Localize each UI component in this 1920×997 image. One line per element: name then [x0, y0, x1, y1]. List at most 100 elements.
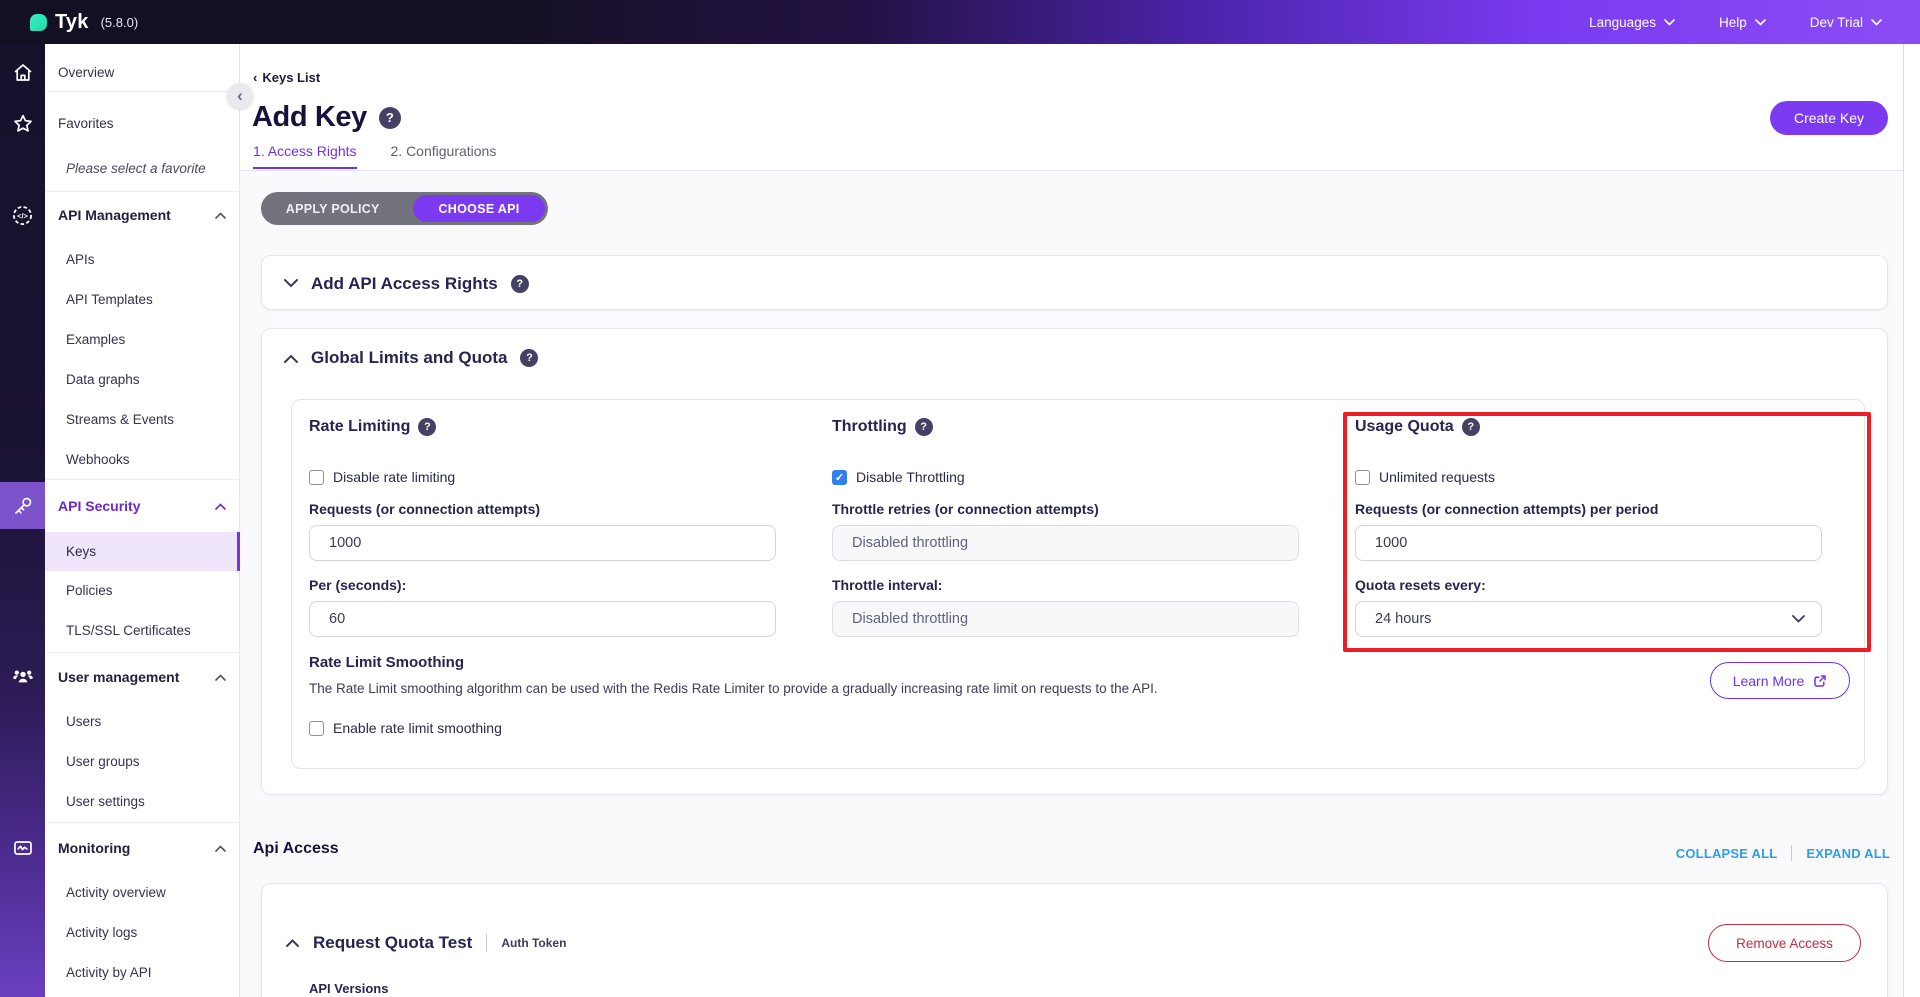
brand-version: (5.8.0): [100, 14, 139, 30]
throttle-retries-input: [832, 525, 1299, 561]
add-api-access-rights-header[interactable]: Add API Access Rights ?: [262, 256, 1887, 311]
sidebar: Overview Favorites Please select a favor…: [45, 44, 240, 997]
remove-access-button[interactable]: Remove Access: [1708, 924, 1861, 962]
chevron-left-icon: ‹: [253, 70, 258, 85]
sidebar-item-streams-events[interactable]: Streams & Events: [66, 412, 175, 427]
quota-resets-select[interactable]: 24 hours: [1355, 601, 1822, 637]
throttling-title-row: Throttling ?: [832, 418, 1299, 436]
sidebar-item-tls-ssl-certificates[interactable]: TLS/SSL Certificates: [66, 623, 191, 638]
throttle-interval-input: [832, 601, 1299, 637]
create-key-button[interactable]: Create Key: [1769, 101, 1888, 135]
user-management-icon[interactable]: [0, 664, 45, 690]
tab-access-rights[interactable]: 1. Access Rights: [253, 143, 357, 169]
icon-rail: </>: [0, 44, 45, 997]
divider: [45, 479, 239, 480]
global-limits-header[interactable]: Global Limits and Quota ?: [262, 329, 1887, 387]
tyk-logo-icon: [30, 13, 47, 31]
help-icon[interactable]: ?: [510, 274, 529, 293]
tabs: 1. Access Rights 2. Configurations: [253, 143, 496, 169]
learn-more-button[interactable]: Learn More: [1710, 662, 1850, 699]
sidebar-item-user-groups[interactable]: User groups: [66, 754, 140, 769]
section-title: Global Limits and Quota: [311, 348, 508, 367]
quota-resets-label: Quota resets every:: [1355, 577, 1486, 593]
throttling-column: Throttling ? ✓ Disable Throttling Thrott…: [832, 418, 1299, 637]
per-seconds-input[interactable]: [309, 601, 776, 637]
sidebar-group-api-security[interactable]: API Security: [45, 496, 240, 516]
sidebar-item-activity-logs[interactable]: Activity logs: [66, 925, 138, 940]
sidebar-item-user-settings[interactable]: User settings: [66, 794, 145, 809]
sidebar-item-policies[interactable]: Policies: [66, 583, 113, 598]
sidebar-item-favorites[interactable]: Favorites: [58, 116, 114, 131]
topnav: Languages Help Dev Trial: [1589, 15, 1882, 30]
enable-smoothing-row: Enable rate limit smoothing: [309, 720, 502, 736]
sidebar-item-apis[interactable]: APIs: [66, 252, 95, 267]
sidebar-item-keys-selected[interactable]: Keys: [45, 532, 240, 571]
sidebar-item-activity-by-api[interactable]: Activity by API: [66, 965, 152, 980]
page-title-row: Add Key ?: [252, 101, 401, 134]
help-icon[interactable]: ?: [914, 418, 933, 436]
unlimited-requests-checkbox[interactable]: [1355, 469, 1370, 485]
throttle-interval-label: Throttle interval:: [832, 577, 943, 593]
brand: Tyk (5.8.0): [30, 11, 138, 34]
api-security-key-icon[interactable]: [0, 493, 45, 519]
sidebar-item-users[interactable]: Users: [66, 714, 102, 729]
favorites-empty-note: Please select a favorite: [66, 161, 206, 176]
choose-api-button[interactable]: CHOOSE API: [413, 195, 545, 222]
rate-requests-input[interactable]: [309, 525, 776, 561]
breadcrumb[interactable]: ‹ Keys List: [253, 70, 321, 85]
divider: [45, 822, 239, 823]
topnav-help[interactable]: Help: [1719, 15, 1766, 30]
help-icon[interactable]: ?: [1461, 418, 1480, 436]
chevron-up-icon: [215, 674, 226, 681]
disable-throttling-row: ✓ Disable Throttling: [832, 469, 1299, 485]
chevron-up-icon[interactable]: [286, 939, 299, 947]
enable-smoothing-checkbox[interactable]: [309, 720, 324, 736]
sidebar-collapse-button[interactable]: ‹: [227, 83, 253, 109]
sidebar-item-webhooks[interactable]: Webhooks: [66, 452, 130, 467]
sidebar-item-data-graphs[interactable]: Data graphs: [66, 372, 140, 387]
topnav-languages[interactable]: Languages: [1589, 15, 1675, 30]
sidebar-item-api-templates[interactable]: API Templates: [66, 292, 153, 307]
divider: [45, 91, 239, 92]
apply-policy-button[interactable]: APPLY POLICY: [285, 201, 380, 216]
tab-configurations[interactable]: 2. Configurations: [390, 143, 497, 159]
quota-requests-label: Requests (or connection attempts) per pe…: [1355, 501, 1659, 517]
brand-name: Tyk: [55, 10, 89, 33]
svg-text:</>: </>: [17, 211, 28, 220]
topnav-dev-trial[interactable]: Dev Trial: [1810, 15, 1882, 30]
scrollbar-track[interactable]: [1903, 44, 1920, 997]
expand-all-link[interactable]: EXPAND ALL: [1806, 845, 1890, 861]
help-icon[interactable]: ?: [418, 418, 437, 436]
section-title: Add API Access Rights: [311, 273, 498, 293]
disable-rate-limiting-checkbox[interactable]: [309, 469, 324, 485]
api-versions-label: API Versions: [309, 981, 389, 996]
per-seconds-label: Per (seconds):: [309, 577, 407, 593]
sidebar-item-examples[interactable]: Examples: [66, 332, 126, 347]
divider: [45, 652, 239, 653]
chevron-down-icon: [1664, 18, 1675, 26]
help-icon[interactable]: ?: [520, 349, 539, 367]
help-icon[interactable]: ?: [378, 106, 401, 129]
monitoring-icon[interactable]: [0, 835, 45, 861]
quota-requests-input[interactable]: [1355, 525, 1822, 561]
divider: [240, 170, 1903, 171]
topbar: Tyk (5.8.0) Languages Help Dev Trial: [0, 0, 1920, 44]
home-icon[interactable]: [0, 60, 45, 86]
chevron-left-icon: ‹: [237, 85, 243, 105]
api-management-icon[interactable]: </>: [0, 202, 45, 228]
api-access-links: COLLAPSE ALL EXPAND ALL: [1676, 845, 1890, 861]
checkmark-icon: ✓: [834, 471, 845, 484]
smoothing-description: The Rate Limit smoothing algorithm can b…: [309, 681, 1158, 696]
api-access-entry-card: Request Quota Test Auth Token Remove Acc…: [261, 883, 1888, 997]
usage-quota-title-row: Usage Quota ?: [1355, 418, 1822, 436]
chevron-up-icon: [215, 212, 226, 219]
sidebar-item-activity-overview[interactable]: Activity overview: [66, 885, 166, 900]
sidebar-group-user-management[interactable]: User management: [45, 667, 240, 687]
sidebar-item-overview[interactable]: Overview: [58, 65, 115, 80]
sidebar-group-api-management[interactable]: API Management: [45, 205, 240, 225]
chevron-up-icon: [215, 503, 226, 510]
collapse-all-link[interactable]: COLLAPSE ALL: [1675, 845, 1778, 861]
star-icon[interactable]: [0, 111, 45, 137]
disable-throttling-checkbox[interactable]: ✓: [832, 469, 847, 485]
sidebar-group-monitoring[interactable]: Monitoring: [45, 838, 240, 858]
